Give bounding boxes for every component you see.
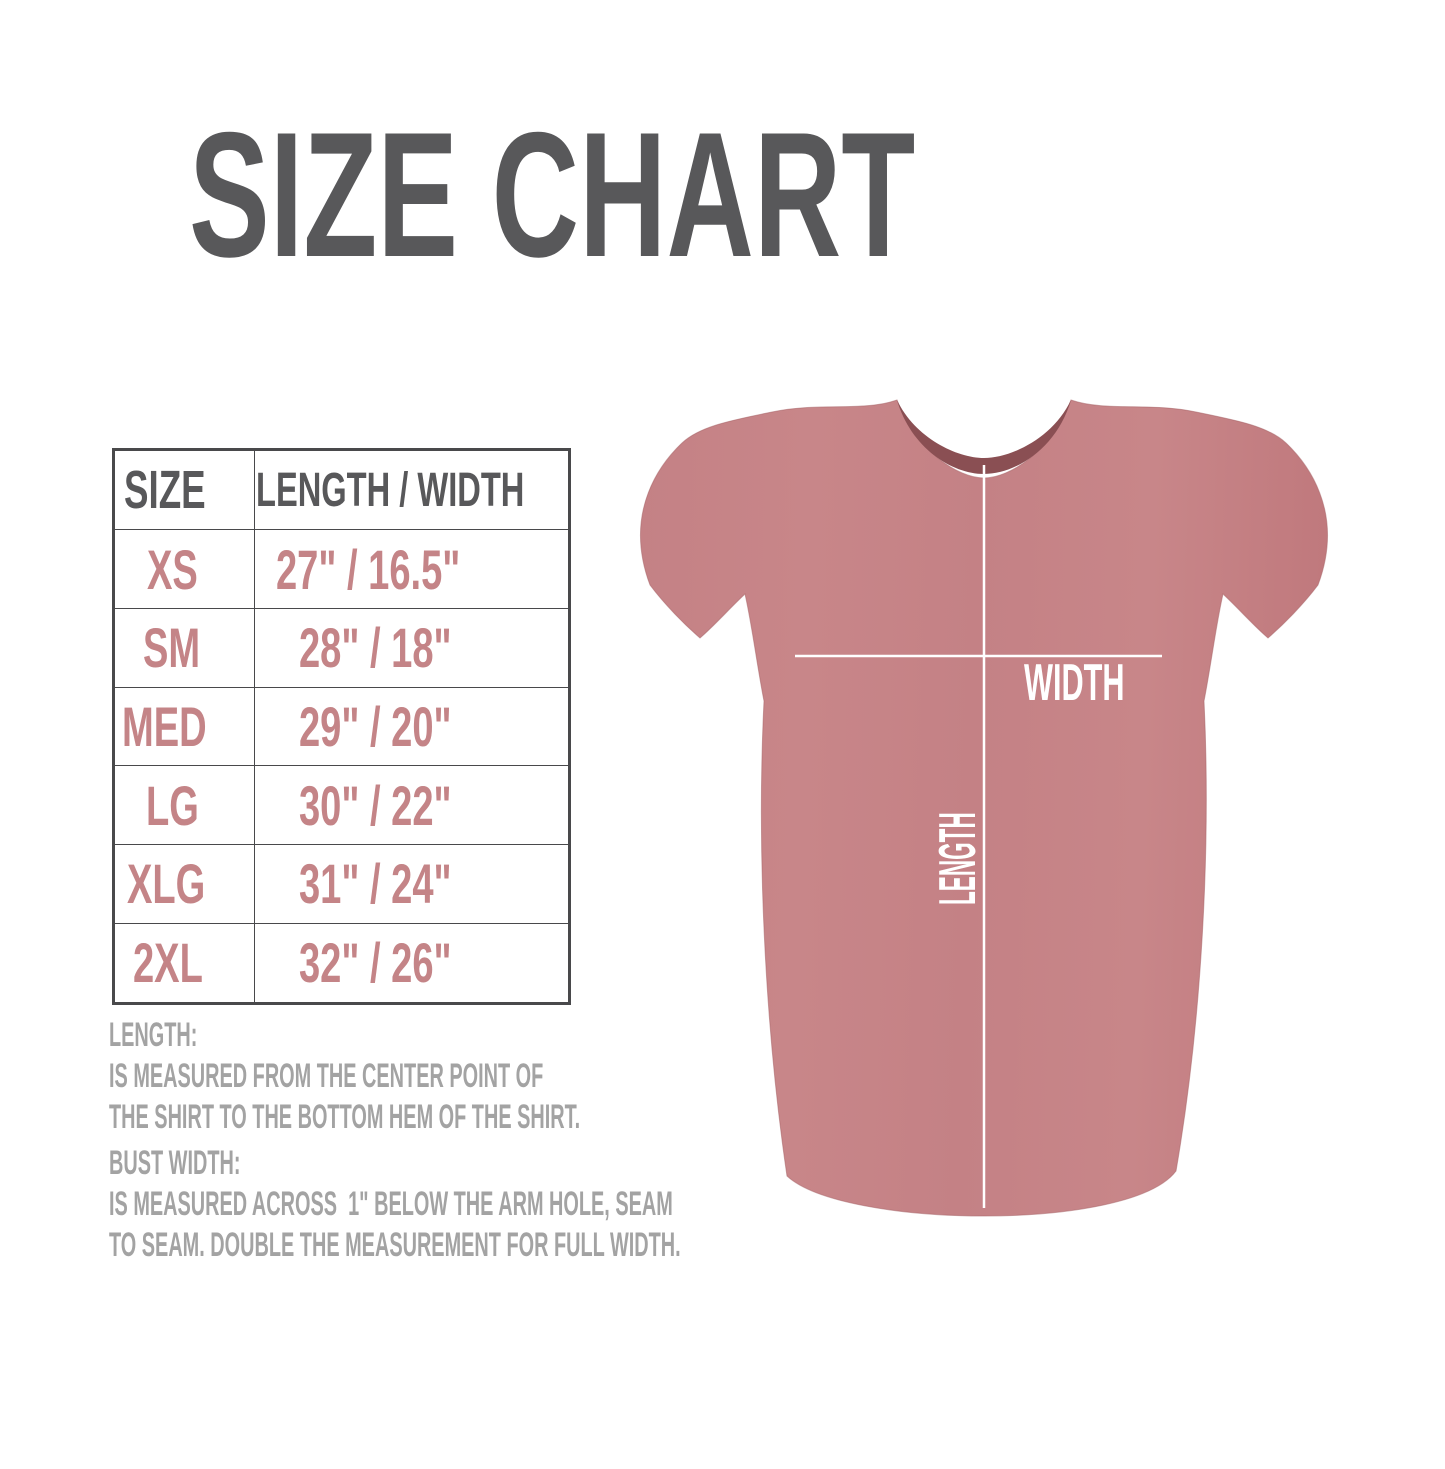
svg-text:LENGTH: LENGTH — [930, 812, 987, 905]
svg-text:WIDTH: WIDTH — [1024, 654, 1125, 712]
